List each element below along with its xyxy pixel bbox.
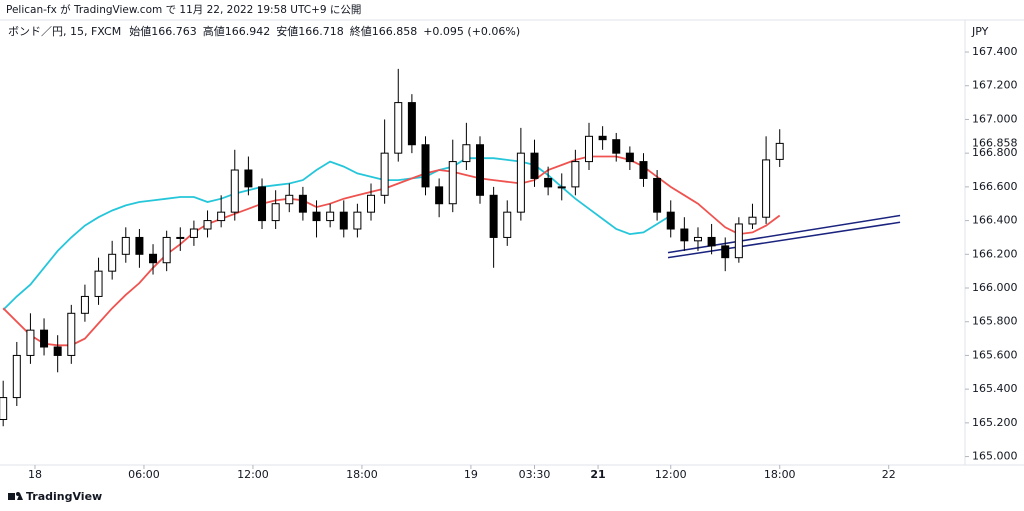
legend-item: 終値166.858 bbox=[350, 24, 418, 38]
x-tick-label: 12:00 bbox=[655, 468, 687, 481]
candle-body bbox=[503, 211, 512, 238]
trendline bbox=[667, 214, 901, 254]
y-tick-label: 165.600 bbox=[972, 348, 1018, 361]
x-tick-label: 18:00 bbox=[764, 468, 796, 481]
candle-body bbox=[435, 186, 444, 205]
candle-body bbox=[367, 194, 376, 213]
candle-body bbox=[26, 329, 35, 356]
candle-body bbox=[0, 397, 8, 420]
candle-body bbox=[680, 228, 689, 242]
trendline bbox=[667, 221, 901, 259]
y-tick-label: 165.400 bbox=[972, 382, 1018, 395]
candle-body bbox=[476, 144, 485, 196]
last-price-label: 166.858 bbox=[972, 136, 1018, 149]
candle-body bbox=[326, 211, 335, 222]
candle-body bbox=[653, 177, 662, 213]
moving-average bbox=[2, 155, 781, 347]
candle-body bbox=[612, 139, 621, 154]
candle-body bbox=[176, 236, 185, 239]
publish-header: Pelican-fx が TradingView.com で 11月 22, 2… bbox=[6, 3, 361, 16]
candle-body bbox=[353, 211, 362, 230]
candle-body bbox=[339, 211, 348, 230]
candle-body bbox=[271, 203, 280, 222]
candle-body bbox=[557, 186, 566, 189]
legend-item: 安値166.718 bbox=[276, 24, 344, 38]
candle-body bbox=[67, 312, 76, 356]
y-tick-label: 166.000 bbox=[972, 281, 1018, 294]
candle-body bbox=[380, 152, 389, 196]
candle-body bbox=[625, 152, 634, 163]
candle-body bbox=[721, 245, 730, 259]
candle-body bbox=[666, 211, 675, 230]
candle-body bbox=[40, 329, 49, 348]
legend-item: 高値166.942 bbox=[203, 24, 271, 38]
y-tick-label: 166.800 bbox=[972, 146, 1018, 159]
symbol-label: ボンド／円, 15, FXCM bbox=[8, 25, 121, 38]
y-tick-label: 165.200 bbox=[972, 416, 1018, 429]
candle-body bbox=[230, 169, 239, 213]
candle-body bbox=[135, 236, 144, 255]
candle-body bbox=[421, 144, 430, 188]
candle-body bbox=[598, 135, 607, 141]
candle-body bbox=[217, 211, 226, 222]
candle-body bbox=[775, 142, 784, 160]
x-tick-label: 18:00 bbox=[346, 468, 378, 481]
candle-body bbox=[203, 220, 212, 230]
candle-body bbox=[462, 144, 471, 163]
candle-body bbox=[53, 346, 62, 356]
x-tick-label: 19 bbox=[464, 468, 478, 481]
candle-body bbox=[516, 152, 525, 213]
x-tick-label: 03:30 bbox=[519, 468, 551, 481]
candle-body bbox=[407, 102, 416, 146]
legend-item: 始値166.763 bbox=[129, 24, 197, 38]
x-tick-label: 18 bbox=[28, 468, 42, 481]
x-tick-label: 06:00 bbox=[128, 468, 160, 481]
x-tick-label: 12:00 bbox=[237, 468, 269, 481]
legend-item: +0.095 (+0.06%) bbox=[423, 25, 520, 38]
candle-body bbox=[189, 228, 198, 238]
candle-body bbox=[162, 236, 171, 264]
candle-body bbox=[489, 194, 498, 238]
candle-body bbox=[121, 236, 130, 255]
candle-body bbox=[285, 194, 294, 205]
candle-body bbox=[707, 236, 716, 247]
y-tick-label: 165.000 bbox=[972, 450, 1018, 463]
footer-brand: TradingView bbox=[26, 490, 102, 503]
candle-body bbox=[448, 161, 457, 205]
candle-body bbox=[693, 236, 702, 242]
candle-body bbox=[12, 354, 21, 399]
candle-body bbox=[244, 169, 253, 188]
candle-body bbox=[94, 270, 103, 297]
candle-body bbox=[639, 161, 648, 179]
x-tick-label: 22 bbox=[882, 468, 896, 481]
candle-body bbox=[298, 194, 307, 213]
candle-body bbox=[544, 177, 553, 188]
y-tick-label: 166.400 bbox=[972, 214, 1018, 227]
candle-body bbox=[571, 161, 580, 188]
candle-body bbox=[584, 135, 593, 163]
y-tick-label: 166.600 bbox=[972, 180, 1018, 193]
moving-average bbox=[2, 157, 672, 311]
candle-body bbox=[734, 223, 743, 259]
candle-body bbox=[762, 159, 771, 218]
y-tick-label: 167.200 bbox=[972, 79, 1018, 92]
currency-label: JPY bbox=[971, 25, 989, 38]
candle-body bbox=[149, 253, 158, 264]
y-tick-label: 167.400 bbox=[972, 45, 1018, 58]
candle-body bbox=[530, 152, 539, 179]
candle-body bbox=[394, 102, 403, 154]
y-tick-label: 165.800 bbox=[972, 315, 1018, 328]
candle-body bbox=[108, 253, 117, 272]
candle-body bbox=[258, 186, 267, 222]
candle-body bbox=[312, 211, 321, 222]
candle-body bbox=[80, 295, 89, 314]
x-tick-label: 21 bbox=[590, 468, 605, 481]
y-tick-label: 167.000 bbox=[972, 112, 1018, 125]
y-tick-label: 166.200 bbox=[972, 247, 1018, 260]
tv-logo bbox=[8, 492, 23, 500]
candle-body bbox=[748, 216, 757, 225]
